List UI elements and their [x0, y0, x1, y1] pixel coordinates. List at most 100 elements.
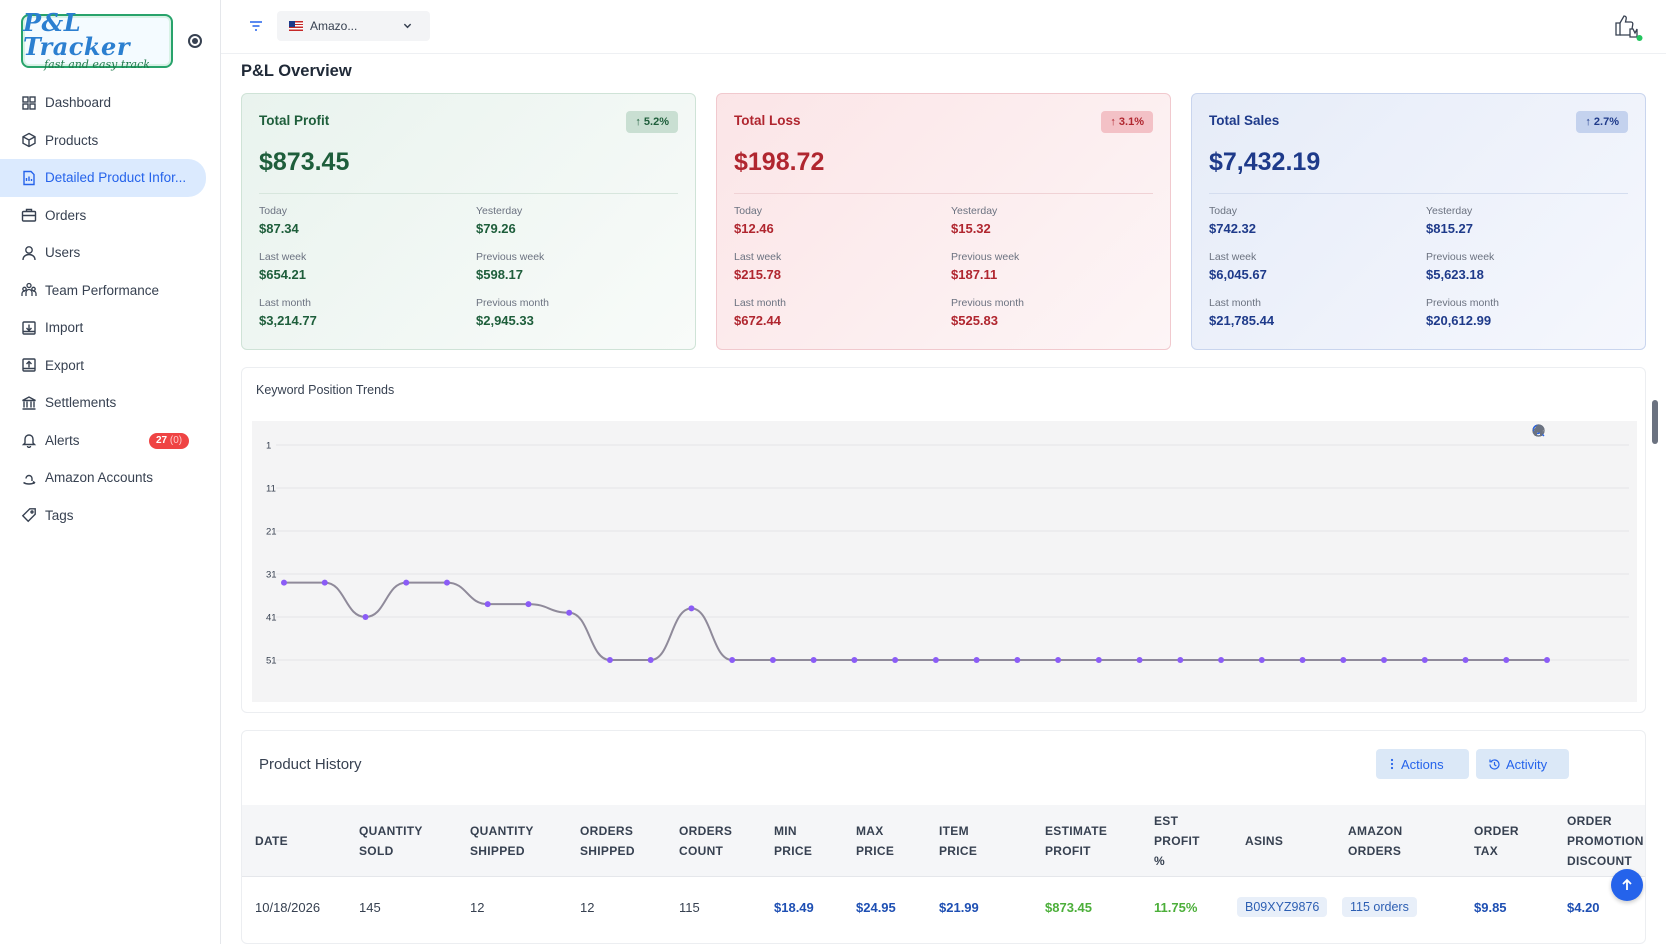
- cell-asins: B09XYZ9876: [1237, 877, 1328, 937]
- y-tick-label: 11: [266, 484, 276, 495]
- data-point[interactable]: [1014, 657, 1021, 663]
- column-header[interactable]: DATE: [255, 834, 288, 848]
- stat-previous-week: Previous week $5,623.18: [1426, 251, 1494, 282]
- data-point[interactable]: [1055, 657, 1062, 663]
- table-row[interactable]: 10/18/2026 145 12 12 115 $18.49 $24.95 $…: [242, 877, 1645, 937]
- column-header[interactable]: EST PROFIT %: [1154, 814, 1200, 868]
- column-header[interactable]: ORDER PROMOTION DISCOUNT: [1567, 814, 1644, 868]
- sidebar-item-detailed-product-info[interactable]: Detailed Product Infor...: [0, 159, 206, 197]
- team-icon: [21, 282, 37, 298]
- pan-hand-icon[interactable]: [1533, 424, 1604, 439]
- sidebar-item-dashboard[interactable]: Dashboard: [0, 84, 221, 122]
- trend-badge: ↑ 3.1%: [1101, 111, 1153, 133]
- marketplace-select[interactable]: Amazo...: [277, 11, 430, 41]
- sidebar: P&L Tracker fast and easy track Dashboar…: [0, 0, 221, 944]
- sidebar-item-label: Products: [45, 132, 99, 148]
- column-header[interactable]: AMAZON ORDERS: [1348, 824, 1403, 858]
- activity-button[interactable]: Activity: [1476, 749, 1569, 779]
- asin-chip[interactable]: B09XYZ9876: [1237, 897, 1328, 917]
- sidebar-item-tags[interactable]: Tags: [0, 497, 221, 535]
- data-point[interactable]: [729, 657, 736, 663]
- stat-label: Today: [1209, 205, 1238, 217]
- stat-value: $2,945.33: [476, 313, 534, 328]
- column-header[interactable]: MAX PRICE: [856, 824, 895, 858]
- data-point[interactable]: [647, 657, 654, 663]
- column-header[interactable]: MIN PRICE: [774, 824, 813, 858]
- data-point[interactable]: [1095, 657, 1102, 663]
- zoom-selection-icon[interactable]: [1532, 424, 1585, 439]
- stat-label: Last month: [734, 297, 786, 309]
- data-point[interactable]: [1136, 657, 1143, 663]
- sidebar-item-label: Dashboard: [45, 95, 112, 111]
- sidebar-item-alerts[interactable]: Alerts 27 (0): [0, 422, 221, 460]
- data-point[interactable]: [403, 579, 410, 586]
- stat-value: $15.32: [951, 221, 991, 236]
- sidebar-item-team-performance[interactable]: Team Performance: [0, 272, 221, 310]
- column-header[interactable]: ASINS: [1245, 834, 1284, 848]
- data-point[interactable]: [1177, 657, 1184, 663]
- data-point[interactable]: [281, 579, 287, 586]
- data-point[interactable]: [1421, 657, 1428, 663]
- data-point[interactable]: [1503, 657, 1510, 663]
- filter-icon[interactable]: [248, 19, 264, 33]
- data-point[interactable]: [1544, 657, 1550, 663]
- reset-home-icon[interactable]: [1533, 424, 1623, 439]
- data-point[interactable]: [525, 601, 532, 608]
- actions-button[interactable]: Actions: [1376, 749, 1469, 779]
- data-point[interactable]: [851, 657, 858, 663]
- data-point[interactable]: [1299, 657, 1306, 663]
- column-header[interactable]: ITEM PRICE: [939, 824, 978, 858]
- sidebar-item-settlements[interactable]: Settlements: [0, 384, 221, 422]
- marketplace-select-value: Amazo...: [310, 19, 358, 33]
- sidebar-item-export[interactable]: Export: [0, 347, 221, 385]
- column-header[interactable]: QUANTITY SHIPPED: [470, 824, 534, 858]
- column-header[interactable]: ORDER TAX: [1474, 824, 1519, 858]
- chart-plot-area[interactable]: 1 11 21 31 41 51: [252, 421, 1637, 702]
- thumbs-up-feedback-icon[interactable]: [1610, 9, 1646, 45]
- sidebar-item-amazon-accounts[interactable]: Amazon Accounts: [0, 459, 221, 497]
- data-point[interactable]: [932, 657, 939, 663]
- cell-orders-shipped: 12: [580, 899, 595, 915]
- cell-amazon-orders: 115 orders: [1342, 877, 1417, 937]
- sidebar-toggle-icon[interactable]: [188, 34, 202, 48]
- column-header[interactable]: ORDERS COUNT: [679, 824, 733, 858]
- data-point[interactable]: [484, 601, 491, 608]
- column-header[interactable]: ORDERS SHIPPED: [580, 824, 635, 858]
- data-point[interactable]: [1462, 657, 1469, 663]
- data-point[interactable]: [1258, 657, 1265, 663]
- data-point[interactable]: [606, 657, 613, 663]
- data-point[interactable]: [566, 609, 573, 616]
- column-header[interactable]: QUANTITY SOLD: [359, 824, 423, 858]
- amazon-orders-chip[interactable]: 115 orders: [1342, 897, 1417, 917]
- data-point[interactable]: [321, 579, 328, 586]
- sidebar-item-import[interactable]: Import: [0, 309, 221, 347]
- chart-toolbar: [1532, 424, 1623, 439]
- stat-yesterday: Yesterday $79.26: [476, 205, 522, 236]
- stat-value: $79.26: [476, 221, 516, 236]
- zoom-out-icon[interactable]: [1532, 424, 1566, 439]
- stat-value: $5,623.18: [1426, 267, 1484, 282]
- data-point[interactable]: [769, 657, 776, 663]
- stat-label: Last week: [734, 251, 782, 263]
- sidebar-item-users[interactable]: Users: [0, 234, 221, 272]
- data-point[interactable]: [1340, 657, 1347, 663]
- data-point[interactable]: [688, 605, 695, 612]
- data-point[interactable]: [443, 579, 450, 586]
- stat-previous-month: Previous month $525.83: [951, 297, 1024, 328]
- sidebar-item-orders[interactable]: Orders: [0, 197, 221, 235]
- scroll-to-top-button[interactable]: [1611, 869, 1643, 901]
- data-point[interactable]: [892, 657, 899, 663]
- app-logo[interactable]: P&L Tracker fast and easy track: [21, 11, 173, 71]
- sidebar-item-products[interactable]: Products: [0, 122, 221, 160]
- data-point[interactable]: [810, 657, 817, 663]
- y-tick-label: 1: [266, 441, 271, 452]
- data-point[interactable]: [1218, 657, 1225, 663]
- stat-previous-week: Previous week $187.11: [951, 251, 1019, 282]
- stat-last-week: Last week $6,045.67: [1209, 251, 1267, 282]
- column-header[interactable]: ESTIMATE PROFIT: [1045, 824, 1108, 858]
- data-point[interactable]: [1381, 657, 1388, 663]
- data-point[interactable]: [973, 657, 980, 663]
- page-scrollbar-thumb[interactable]: [1652, 400, 1658, 444]
- data-point[interactable]: [362, 614, 369, 620]
